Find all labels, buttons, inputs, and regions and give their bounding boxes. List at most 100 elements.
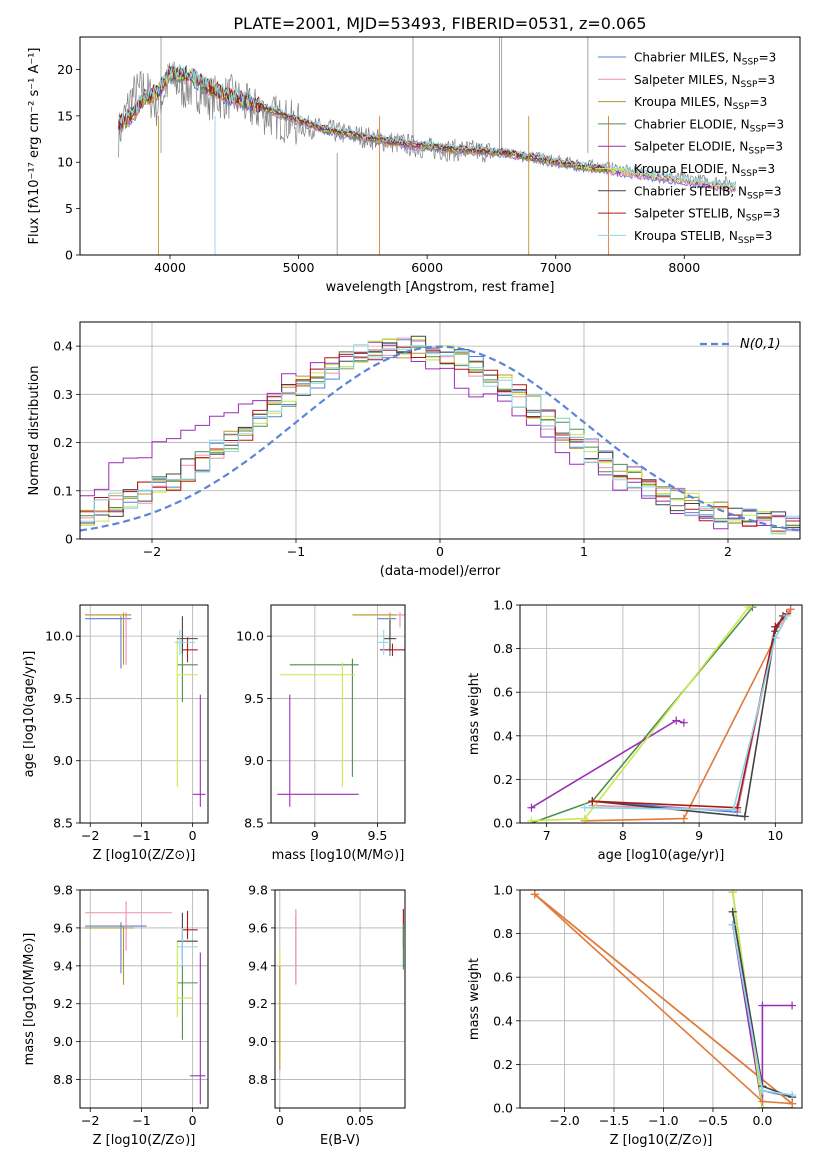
y-tick-label: 0.4 [493,1013,513,1028]
legend-subscript: SSP [747,191,764,201]
legend-subscript: SSP [750,124,767,134]
x-tick-label: −1.5 [599,1113,629,1128]
legend-label: Kroupa MILES, NSSP=3 [634,95,767,112]
y-axis-label: Flux [fλ10⁻¹⁷ erg cm⁻² s⁻¹ A⁻¹] [27,48,42,245]
legend-label: Salpeter MILES, NSSP=3 [634,73,775,90]
mass-weight-series [580,605,795,823]
legend-label: Salpeter ELODIE, NSSP=3 [634,140,783,157]
y-tick-label: 0.8 [493,926,513,941]
axes-frame [519,889,803,1109]
y-tick-label: 9.0 [244,753,264,768]
y-tick-label: 9.5 [244,691,264,706]
legend-suffix: =3 [764,184,782,198]
x-axis-label: mass [log10(M/M⊙)] [272,848,405,863]
y-tick-label: 9.8 [248,883,268,898]
series-line [531,606,754,823]
y-tick-label: 9.8 [53,883,73,898]
errorbar-point [176,941,193,1018]
massweight-vs-metallicity-panel: −2.0 −1.5 −1.0 −0.5 0.0 0.0 0.2 0.4 0.6 0.8 1.0 Z [… [467,883,803,1148]
x-tick-label: 10 [767,828,783,843]
spectrum-plot-area [118,37,737,255]
massweight-vs-age-panel: 7 8 9 10 0.0 0.2 0.4 0.6 0.8 1.0 age [log10(age/yr… [467,598,803,863]
y-tick-label: 9.5 [53,691,73,706]
errorbar-point [85,901,173,951]
y-tick-label: 20 [57,62,73,77]
plus-marker [782,611,791,620]
plus-marker [679,718,688,727]
y-tick-label: 0.3 [53,387,73,402]
series-line [530,719,685,809]
plus-marker [771,633,780,642]
y-axis-label: mass [log10(M/M⊙)] [22,933,37,1066]
x-tick-label: −2 [81,828,99,843]
plus-marker [729,805,738,814]
x-tick-label: 5000 [283,260,315,275]
x-axis-label: (data-model)/error [380,564,501,579]
mass-weight-series [580,611,791,814]
x-tick-label: −1 [287,544,305,559]
y-tick-label: 0.6 [493,685,513,700]
series-line [534,893,793,1105]
x-tick-label: 7000 [540,260,572,275]
plus-marker [740,812,749,821]
errorbar-point [277,694,359,807]
age-vs-metallicity-panel: −2 −1 0 8.5 9.0 9.5 10.0 Z [log10(Z/Z⊙)] age [lo… [22,604,209,863]
y-tick-label: 0.6 [493,970,513,985]
x-tick-label: −0.5 [698,1113,728,1128]
y-tick-label: 9.2 [53,996,73,1011]
histogram-step [80,344,800,535]
y-tick-label: 10 [57,155,73,170]
x-tick-label: 0 [189,1113,197,1128]
legend-subscript: SSP [738,236,755,246]
series-line [584,615,788,811]
plus-marker [788,1090,797,1099]
legend-subscript: SSP [733,102,750,112]
axes-frame [79,36,801,256]
x-tick-label: 6000 [411,260,443,275]
line-plot-area [530,890,797,1108]
legend-suffix: =3 [763,207,781,221]
legend-suffix: =3 [759,51,777,65]
x-axis-label: E(B-V) [320,1133,360,1148]
plus-marker [728,920,737,929]
y-tick-label: 8.8 [248,1072,268,1087]
y-tick-label: 0.2 [53,435,73,450]
errorbar-point [192,694,206,807]
x-axis-label: wavelength [Angstrom, rest frame] [326,280,555,295]
plus-marker [728,890,737,897]
axes-frame [274,889,406,1109]
y-tick-label: 15 [57,108,73,123]
y-tick-label: 5 [65,201,73,216]
x-tick-label: 7 [543,828,551,843]
plus-marker [758,1086,767,1095]
y-tick-label: 0.2 [493,1057,513,1072]
y-tick-label: 9.0 [53,753,73,768]
mass-vs-metallicity-panel: −2 −1 0 8.8 9.0 9.2 9.4 9.6 9.8 Z [log10(Z/Z⊙)] ma… [22,883,209,1148]
errorbar-point [85,612,132,665]
series-line [592,608,792,811]
plus-marker [530,890,539,899]
x-tick-label: −2 [81,1113,99,1128]
model-spectrum-line [118,62,737,189]
x-tick-label: 9 [695,828,703,843]
y-tick-label: 0.1 [53,483,73,498]
y-tick-label: 9.4 [53,958,73,973]
x-tick-label: 8000 [668,260,700,275]
legend-label: Chabrier ELODIE, NSSP=3 [634,117,784,134]
histogram-plot-area [80,335,800,535]
errorbar-point [279,662,355,787]
y-tick-label: 8.5 [244,816,264,831]
mass-weight-series [588,605,795,817]
plus-marker [588,797,597,806]
y-tick-label: 9.4 [248,958,268,973]
spectrum-panel: 4000 5000 6000 7000 8000 0 5 10 15 20 wavelength [… [27,36,801,295]
axes-frame [79,321,801,540]
x-tick-label: −1.0 [648,1113,678,1128]
x-tick-label: 4000 [154,260,186,275]
errorbar-point [85,922,147,974]
mass-vs-ebv-panel: 0 0.05 8.8 9.0 9.2 9.4 9.6 9.8 E(B-V) [248,883,406,1148]
y-tick-label: 0.2 [493,772,513,787]
y-axis-label: age [log10(age/yr)] [22,651,37,778]
mass-weight-series [530,890,797,1108]
x-tick-label: −1 [132,828,150,843]
